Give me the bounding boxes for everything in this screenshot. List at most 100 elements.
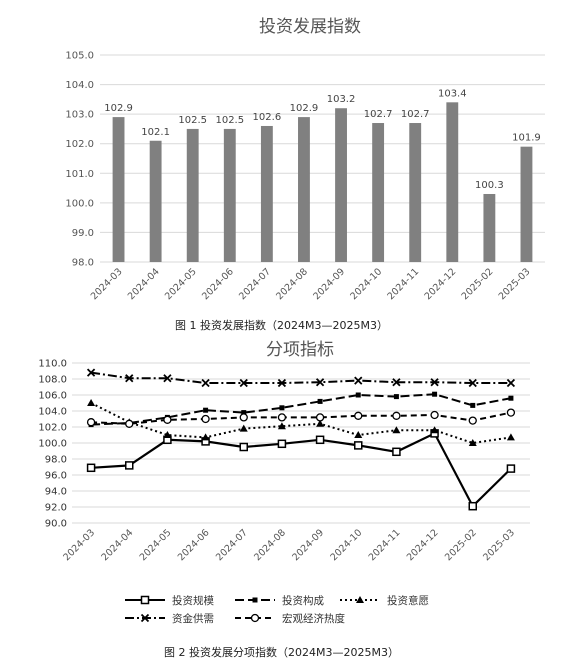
x-tick-label: 2025-03 bbox=[497, 266, 533, 302]
legend-label: 投资意愿 bbox=[387, 594, 429, 607]
data-point bbox=[354, 431, 363, 438]
data-point bbox=[317, 398, 323, 404]
x-tick-label: 2024-10 bbox=[329, 527, 365, 563]
bar-value-label: 100.3 bbox=[475, 180, 504, 191]
data-point bbox=[315, 435, 325, 445]
series-0 bbox=[86, 429, 516, 511]
x-tick-label: 2024-09 bbox=[311, 266, 347, 302]
data-point bbox=[432, 391, 438, 397]
y-tick-label: 103.0 bbox=[65, 110, 94, 121]
bar-value-label: 101.9 bbox=[512, 133, 541, 144]
data-point bbox=[470, 402, 476, 408]
y-tick-label: 108.0 bbox=[38, 375, 67, 386]
data-point bbox=[279, 405, 285, 411]
legend-entry: 投资意愿 bbox=[340, 594, 429, 607]
x-tick-label: 2024-06 bbox=[200, 266, 236, 302]
bar bbox=[223, 128, 236, 262]
data-point bbox=[163, 431, 172, 438]
figure-2-caption: 图 2 投资发展分项指数（2024M3—2025M3） bbox=[164, 646, 399, 659]
bar bbox=[260, 125, 273, 262]
y-tick-label: 102.0 bbox=[65, 139, 94, 150]
x-tick-label: 2024-10 bbox=[348, 266, 384, 302]
data-point bbox=[125, 374, 134, 383]
bar-value-label: 102.7 bbox=[364, 109, 393, 120]
data-point bbox=[239, 413, 248, 422]
x-tick-label: 2024-04 bbox=[100, 527, 136, 563]
data-point bbox=[430, 410, 439, 420]
x-tick-label: 2024-11 bbox=[367, 527, 403, 563]
x-tick-label: 2024-04 bbox=[126, 266, 162, 302]
y-tick-label: 100.0 bbox=[38, 439, 67, 450]
x-tick-label: 2024-07 bbox=[237, 266, 273, 302]
x-tick-label: 2024-07 bbox=[214, 527, 250, 563]
bar-value-label: 102.6 bbox=[253, 112, 282, 123]
data-point bbox=[163, 374, 172, 383]
y-tick-label: 98.0 bbox=[45, 455, 67, 466]
data-point bbox=[468, 501, 477, 511]
data-point bbox=[355, 392, 361, 398]
bar-value-label: 103.4 bbox=[438, 88, 467, 99]
data-point bbox=[277, 422, 286, 430]
bar bbox=[298, 117, 310, 262]
data-point bbox=[468, 439, 477, 446]
x-tick-label: 2025-02 bbox=[460, 266, 496, 302]
data-point bbox=[239, 424, 248, 432]
data-point bbox=[203, 407, 209, 413]
series-4 bbox=[86, 408, 516, 428]
data-point bbox=[277, 413, 287, 422]
data-point bbox=[430, 378, 439, 387]
data-point bbox=[163, 415, 172, 424]
bar-value-label: 103.2 bbox=[327, 94, 356, 105]
series-line bbox=[91, 431, 512, 509]
data-point bbox=[468, 416, 477, 425]
x-tick-label: 2024-08 bbox=[274, 266, 310, 302]
bar bbox=[409, 123, 422, 262]
bar-value-label: 102.5 bbox=[178, 115, 207, 126]
chart-title: 分项指标 bbox=[266, 340, 334, 360]
data-point bbox=[125, 419, 134, 428]
investment-index-bar-chart: 投资发展指数 98.0 99.0 100.0 101.0 102.0 103.0 104.0 1… bbox=[65, 17, 545, 302]
data-point bbox=[315, 413, 325, 422]
y-tick-label: 100.0 bbox=[65, 198, 94, 209]
series-line bbox=[91, 393, 512, 426]
legend-marker bbox=[356, 596, 364, 603]
data-point bbox=[86, 368, 96, 377]
series-line bbox=[91, 411, 512, 425]
legend-marker bbox=[140, 613, 150, 623]
x-tick-label: 2025-03 bbox=[481, 527, 517, 563]
data-point bbox=[468, 378, 477, 388]
x-tick-label: 2024-12 bbox=[405, 527, 441, 563]
data-point bbox=[86, 463, 96, 473]
data-point bbox=[316, 419, 325, 427]
legend-entry: 资金供需 bbox=[125, 612, 214, 625]
legend-label: 投资构成 bbox=[282, 594, 324, 607]
data-point bbox=[392, 378, 401, 387]
data-point bbox=[86, 418, 96, 427]
data-point bbox=[354, 441, 363, 450]
x-tick-label: 2024-06 bbox=[176, 527, 212, 563]
series-2 bbox=[87, 399, 515, 446]
legend-entry: 投资规模 bbox=[125, 594, 214, 607]
x-tick-label: 2024-03 bbox=[89, 266, 125, 302]
legend-entry: 宏观经济热度 bbox=[235, 612, 345, 625]
data-point bbox=[392, 447, 401, 457]
y-tick-label: 101.0 bbox=[65, 169, 94, 180]
bar bbox=[372, 123, 385, 262]
data-point bbox=[392, 411, 401, 420]
data-point bbox=[239, 378, 248, 388]
x-tick-label: 2024-08 bbox=[252, 527, 288, 563]
data-point bbox=[201, 378, 210, 388]
y-tick-label: 102.0 bbox=[38, 423, 67, 434]
data-point bbox=[506, 464, 516, 473]
figure-1-caption: 图 1 投资发展指数（2024M3—2025M3） bbox=[175, 319, 388, 332]
data-point bbox=[201, 433, 210, 441]
bar bbox=[112, 117, 125, 262]
bar bbox=[483, 193, 496, 262]
bar-value-label: 102.1 bbox=[141, 127, 170, 138]
data-point bbox=[239, 442, 248, 452]
y-tick-label: 92.0 bbox=[45, 503, 67, 514]
legend-marker bbox=[140, 595, 150, 605]
data-point bbox=[506, 378, 516, 388]
y-tick-label: 99.0 bbox=[72, 228, 94, 239]
x-tick-label: 2024-11 bbox=[385, 266, 421, 302]
